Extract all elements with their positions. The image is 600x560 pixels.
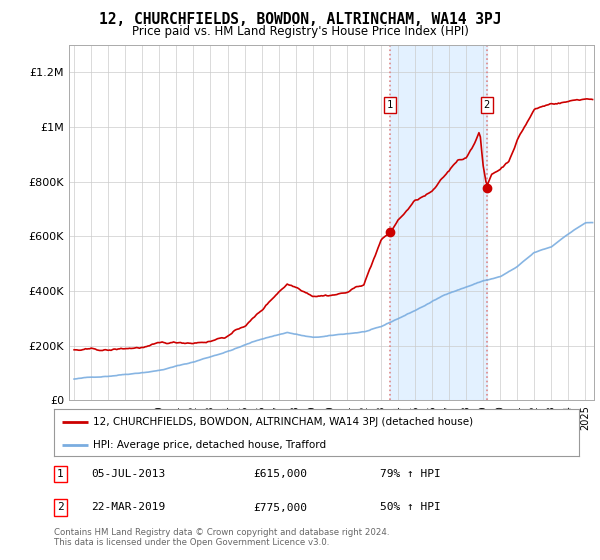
Text: £775,000: £775,000 [254, 502, 308, 512]
Text: 1: 1 [387, 100, 393, 110]
Text: 79% ↑ HPI: 79% ↑ HPI [380, 469, 440, 479]
Text: 22-MAR-2019: 22-MAR-2019 [91, 502, 165, 512]
Text: Price paid vs. HM Land Registry's House Price Index (HPI): Price paid vs. HM Land Registry's House … [131, 25, 469, 38]
Text: 2: 2 [484, 100, 490, 110]
Text: HPI: Average price, detached house, Trafford: HPI: Average price, detached house, Traf… [94, 440, 326, 450]
Text: 05-JUL-2013: 05-JUL-2013 [91, 469, 165, 479]
Text: Contains HM Land Registry data © Crown copyright and database right 2024.
This d: Contains HM Land Registry data © Crown c… [54, 528, 389, 547]
Text: 12, CHURCHFIELDS, BOWDON, ALTRINCHAM, WA14 3PJ: 12, CHURCHFIELDS, BOWDON, ALTRINCHAM, WA… [99, 12, 501, 27]
Text: 50% ↑ HPI: 50% ↑ HPI [380, 502, 440, 512]
Text: 12, CHURCHFIELDS, BOWDON, ALTRINCHAM, WA14 3PJ (detached house): 12, CHURCHFIELDS, BOWDON, ALTRINCHAM, WA… [94, 417, 473, 427]
Text: 1: 1 [57, 469, 64, 479]
Text: £615,000: £615,000 [254, 469, 308, 479]
Text: 2: 2 [57, 502, 64, 512]
Bar [390, 45, 487, 400]
